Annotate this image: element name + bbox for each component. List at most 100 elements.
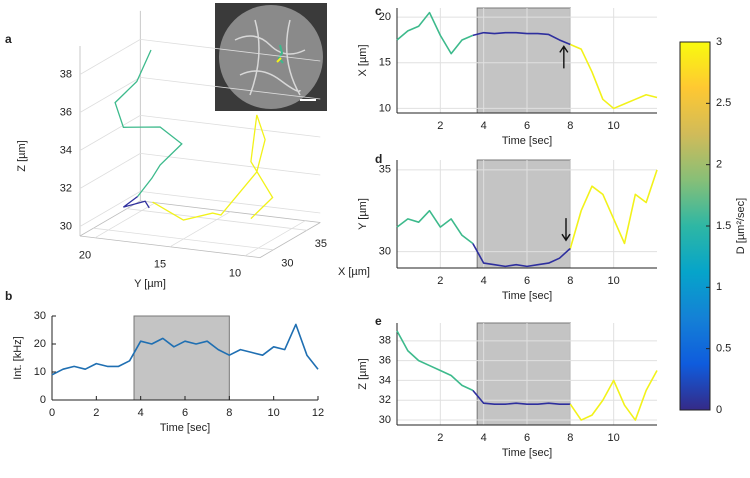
arrow xyxy=(561,218,571,242)
x-tick-label: 8 xyxy=(567,275,573,287)
z-tick-label: 34 xyxy=(60,144,72,156)
grid-line xyxy=(79,190,321,227)
shaded-region xyxy=(476,322,571,426)
y-axis-label: X [µm] xyxy=(357,44,369,76)
y-axis-label: Z [µm] xyxy=(357,358,369,389)
y-axis-label: Int. [kHz] xyxy=(12,336,24,379)
grid-line xyxy=(169,211,231,248)
z-axis-label: Z [µm] xyxy=(16,140,28,171)
inset-track xyxy=(276,57,282,63)
arrow xyxy=(559,45,569,69)
y-tick-label: 35 xyxy=(379,164,391,176)
y-axis-label: Y [µm] xyxy=(357,198,369,230)
y-tick-label: 0 xyxy=(40,394,46,406)
x-tick-label: 8 xyxy=(567,120,573,132)
x-tick-label: 10 xyxy=(608,120,620,132)
y-tick-label: 15 xyxy=(154,259,166,271)
z-tick-label: 38 xyxy=(60,68,72,80)
inset-track xyxy=(277,44,284,64)
x-axis-label: Time [sec] xyxy=(160,422,210,434)
y-tick-label: 20 xyxy=(79,250,91,262)
grid-line xyxy=(94,202,156,239)
inset-cell xyxy=(219,5,323,109)
line xyxy=(472,389,571,406)
colorbar xyxy=(679,41,711,411)
panel-label: d xyxy=(375,152,382,166)
grid-line xyxy=(93,227,274,251)
panel-label: c xyxy=(375,4,382,18)
line xyxy=(396,209,474,245)
x-tick-label: 10 xyxy=(268,407,280,419)
panel-label: e xyxy=(375,314,382,328)
x-tick-label: 2 xyxy=(437,432,443,444)
x-axis-label: Time [sec] xyxy=(502,135,552,147)
panel-label: a xyxy=(5,32,12,46)
x-tick-label: 30 xyxy=(281,258,293,270)
colorbar-tick-label: 1.5 xyxy=(716,220,731,232)
line xyxy=(570,43,658,110)
inset-texture xyxy=(234,19,306,96)
x-axis-label: X [µm] xyxy=(338,266,370,278)
x-axis-label: Time [sec] xyxy=(502,447,552,459)
grid-line xyxy=(79,152,321,189)
x-tick-label: 4 xyxy=(138,407,144,419)
colorbar-label: D [µm²/sec] xyxy=(735,198,747,254)
colorbar-tick-label: 0.5 xyxy=(716,343,731,355)
y-tick-label: 15 xyxy=(379,57,391,69)
panel-label: b xyxy=(5,289,12,303)
shaded-region xyxy=(133,315,230,401)
y-tick-label: 30 xyxy=(379,414,391,426)
axis-edge xyxy=(79,200,141,237)
line xyxy=(472,31,571,46)
colorbar-tick-label: 0 xyxy=(716,404,722,416)
line xyxy=(396,11,474,55)
grid-line xyxy=(126,208,307,231)
x-tick-label: 4 xyxy=(481,275,487,287)
inset-image xyxy=(215,3,327,111)
grid-line xyxy=(79,114,321,151)
line xyxy=(396,330,474,392)
axis-edge xyxy=(259,222,321,258)
trajectory xyxy=(123,195,150,209)
x-tick-label: 2 xyxy=(437,275,443,287)
y-tick-label: 34 xyxy=(379,374,391,386)
colorbar-tick-label: 1 xyxy=(716,281,722,293)
x-tick-label: 10 xyxy=(608,432,620,444)
line xyxy=(569,370,658,421)
y-tick-label: 20 xyxy=(34,338,46,350)
x-tick-label: 6 xyxy=(524,120,530,132)
colorbar-tick-label: 3 xyxy=(716,36,722,48)
x-tick-label: 2 xyxy=(437,120,443,132)
grid-line xyxy=(79,76,321,113)
x-tick-label: 12 xyxy=(312,407,324,419)
y-tick-label: 30 xyxy=(34,310,46,322)
grid-line xyxy=(244,220,306,257)
x-tick-label: 10 xyxy=(608,275,620,287)
y-tick-label: 36 xyxy=(379,355,391,367)
y-tick-label: 38 xyxy=(379,335,391,347)
colorbar-tick-label: 2.5 xyxy=(716,97,731,109)
line xyxy=(569,169,658,249)
x-tick-label: 35 xyxy=(315,238,327,250)
trajectory xyxy=(152,114,274,221)
z-tick-label: 30 xyxy=(60,220,72,232)
y-tick-label: 32 xyxy=(379,394,391,406)
shaded-region xyxy=(476,7,571,114)
y-tick-label: 10 xyxy=(34,366,46,378)
y-axis-label: Y [µm] xyxy=(134,278,166,290)
z-tick-label: 36 xyxy=(60,106,72,118)
x-tick-label: 2 xyxy=(93,407,99,419)
grid-line xyxy=(79,38,321,75)
x-axis-label: Time [sec] xyxy=(502,290,552,302)
x-tick-label: 8 xyxy=(226,407,232,419)
line xyxy=(472,243,571,268)
z-tick-label: 32 xyxy=(60,182,72,194)
x-tick-label: 6 xyxy=(524,432,530,444)
y-tick-label: 10 xyxy=(229,268,241,280)
shaded-region xyxy=(476,159,571,269)
y-tick-label: 20 xyxy=(379,11,391,23)
y-tick-label: 10 xyxy=(379,102,391,114)
x-tick-label: 0 xyxy=(49,407,55,419)
x-tick-label: 8 xyxy=(567,432,573,444)
